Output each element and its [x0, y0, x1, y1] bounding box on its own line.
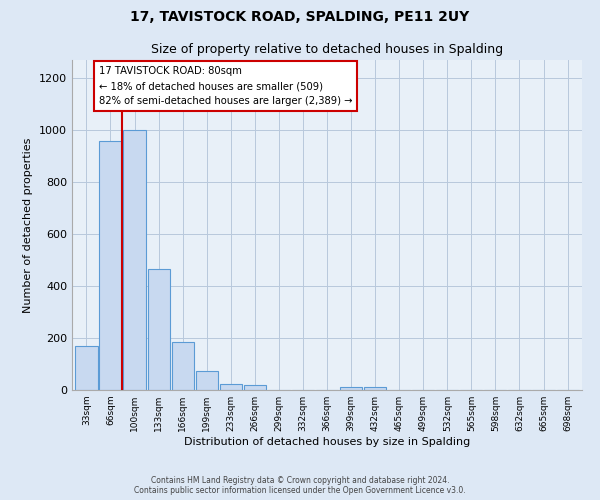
Bar: [148, 269, 170, 390]
Bar: [124, 130, 146, 390]
Text: 17 TAVISTOCK ROAD: 80sqm
← 18% of detached houses are smaller (509)
82% of semi-: 17 TAVISTOCK ROAD: 80sqm ← 18% of detach…: [99, 66, 352, 106]
Bar: [220, 384, 242, 390]
Bar: [364, 388, 386, 390]
Text: Contains HM Land Registry data © Crown copyright and database right 2024.
Contai: Contains HM Land Registry data © Crown c…: [134, 476, 466, 495]
Title: Size of property relative to detached houses in Spalding: Size of property relative to detached ho…: [151, 43, 503, 56]
Y-axis label: Number of detached properties: Number of detached properties: [23, 138, 34, 312]
Bar: [100, 140, 122, 390]
Bar: [340, 387, 362, 390]
Bar: [244, 386, 266, 390]
Bar: [196, 370, 218, 390]
X-axis label: Distribution of detached houses by size in Spalding: Distribution of detached houses by size …: [184, 437, 470, 447]
Bar: [76, 346, 98, 390]
Text: 17, TAVISTOCK ROAD, SPALDING, PE11 2UY: 17, TAVISTOCK ROAD, SPALDING, PE11 2UY: [130, 10, 470, 24]
Bar: [172, 342, 194, 390]
